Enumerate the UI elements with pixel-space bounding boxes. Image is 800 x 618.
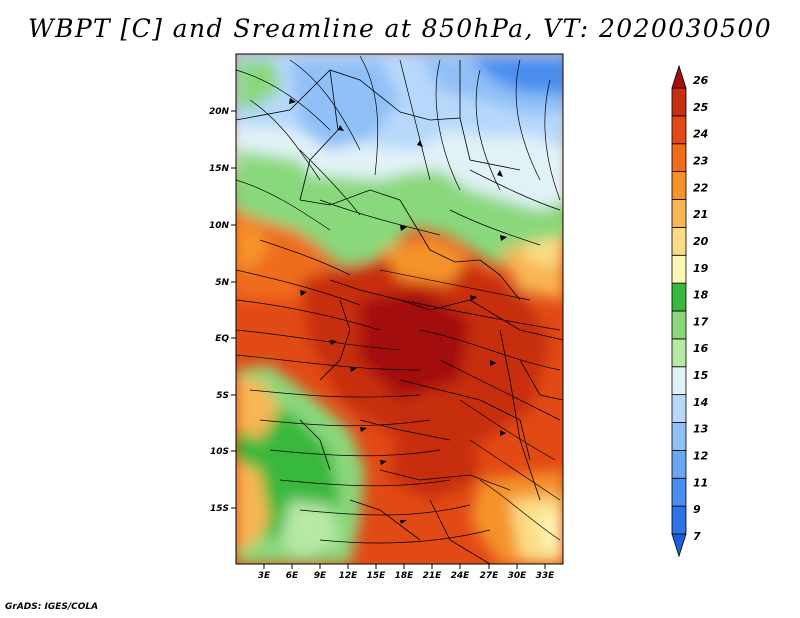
colorbar-label: 24	[693, 128, 708, 141]
lat-label: 5N	[215, 278, 229, 288]
colorbar-label: 20	[693, 235, 709, 248]
lon-label: 3E	[258, 571, 271, 581]
lon-label: 21E	[423, 571, 443, 581]
map-frame	[235, 53, 564, 565]
colorbar-label: 19	[693, 262, 709, 275]
colorbar-label: 21	[693, 208, 708, 221]
lon-label: 24E	[451, 571, 471, 581]
lon-label: 6E	[286, 571, 299, 581]
colorbar-label: 13	[693, 423, 709, 436]
figure-title: WBPT [C] and Sreamline at 850hPa, VT: 20…	[27, 14, 773, 43]
colorbar-segment	[671, 366, 687, 396]
lon-tick: 3E	[258, 564, 271, 581]
longitude-axis: 3E 6E 9E 12E 15E 18E 21E 24E 27E 30E 33E	[258, 564, 555, 581]
lon-tick: 27E	[480, 564, 500, 581]
lat-label: EQ	[215, 334, 229, 344]
colorbar-segment	[671, 171, 687, 200]
lat-tick: 20N	[209, 107, 236, 117]
colorbar-segment	[671, 310, 687, 340]
colorbar-segment	[671, 115, 687, 145]
lon-tick: 12E	[339, 564, 359, 581]
lat-label: 15S	[210, 504, 229, 514]
colorbar-segment	[671, 338, 687, 368]
lat-tick: 5N	[215, 278, 236, 288]
colorbar-label: 11	[693, 476, 708, 489]
colorbar-segment	[671, 254, 687, 284]
colorbar-segment	[671, 422, 687, 451]
streamlines	[236, 55, 561, 544]
colorbar-high-triangle	[671, 64, 687, 89]
stream-arrows	[289, 98, 507, 524]
colorbar-label: 18	[693, 289, 709, 302]
colorbar-segment	[671, 282, 687, 312]
colorbar-low-triangle	[671, 533, 687, 558]
lon-label: 9E	[314, 571, 327, 581]
colorbar-segment	[671, 143, 687, 173]
colorbar-segment	[671, 394, 687, 423]
colorbar-label: 26	[693, 74, 709, 87]
lon-label: 30E	[508, 571, 528, 581]
wbpt-field	[236, 54, 563, 564]
colorbar-label: 12	[693, 450, 709, 463]
lat-tick: 15S	[210, 504, 236, 514]
latitude-axis: 20N 15N 10N 5N EQ 5S 10S 15S	[209, 107, 236, 514]
lon-label: 33E	[536, 571, 556, 581]
lat-label: 10S	[210, 447, 229, 457]
lon-label: 27E	[480, 571, 500, 581]
colorbar-segment	[671, 449, 687, 479]
colorbar-label: 25	[693, 101, 709, 114]
grads-credit: GrADS: IGES/COLA	[5, 602, 99, 612]
colorbar-label: 16	[693, 342, 709, 355]
lat-tick: 15N	[209, 164, 236, 174]
lat-tick: 10S	[210, 447, 236, 457]
colorbar-label: 15	[693, 369, 709, 382]
lon-tick: 6E	[286, 564, 299, 581]
country-borders	[236, 60, 563, 564]
lon-tick: 21E	[423, 564, 443, 581]
lon-tick: 15E	[367, 564, 387, 581]
lon-label: 12E	[339, 571, 359, 581]
colorbar-label: 14	[693, 396, 708, 409]
colorbar-segment	[671, 87, 687, 117]
lon-label: 15E	[367, 571, 387, 581]
lon-tick: 24E	[451, 564, 471, 581]
lat-label: 20N	[209, 107, 230, 117]
colorbar-label: 23	[693, 154, 709, 167]
lon-tick: 18E	[395, 564, 415, 581]
colorbar: 7 9 11 12 13 14 15 16 17 18 19 20 21 22 23 24 25 26	[671, 64, 709, 558]
colorbar-label: 9	[693, 503, 701, 516]
colorbar-label: 7	[693, 530, 701, 543]
lat-tick: 10N	[209, 221, 236, 231]
lon-label: 18E	[395, 571, 415, 581]
colorbar-segment	[671, 199, 687, 228]
colorbar-segment	[671, 477, 687, 507]
lat-label: 10N	[209, 221, 230, 231]
lat-tick: 5S	[216, 391, 236, 401]
lon-tick: 33E	[536, 564, 556, 581]
lon-tick: 30E	[508, 564, 528, 581]
lat-tick: EQ	[215, 334, 236, 344]
colorbar-segment	[671, 226, 687, 256]
colorbar-segment	[671, 505, 687, 535]
lat-label: 5S	[216, 391, 229, 401]
colorbar-label: 22	[693, 181, 709, 194]
lon-tick: 9E	[314, 564, 327, 581]
colorbar-label: 17	[693, 315, 709, 328]
lat-label: 15N	[209, 164, 230, 174]
